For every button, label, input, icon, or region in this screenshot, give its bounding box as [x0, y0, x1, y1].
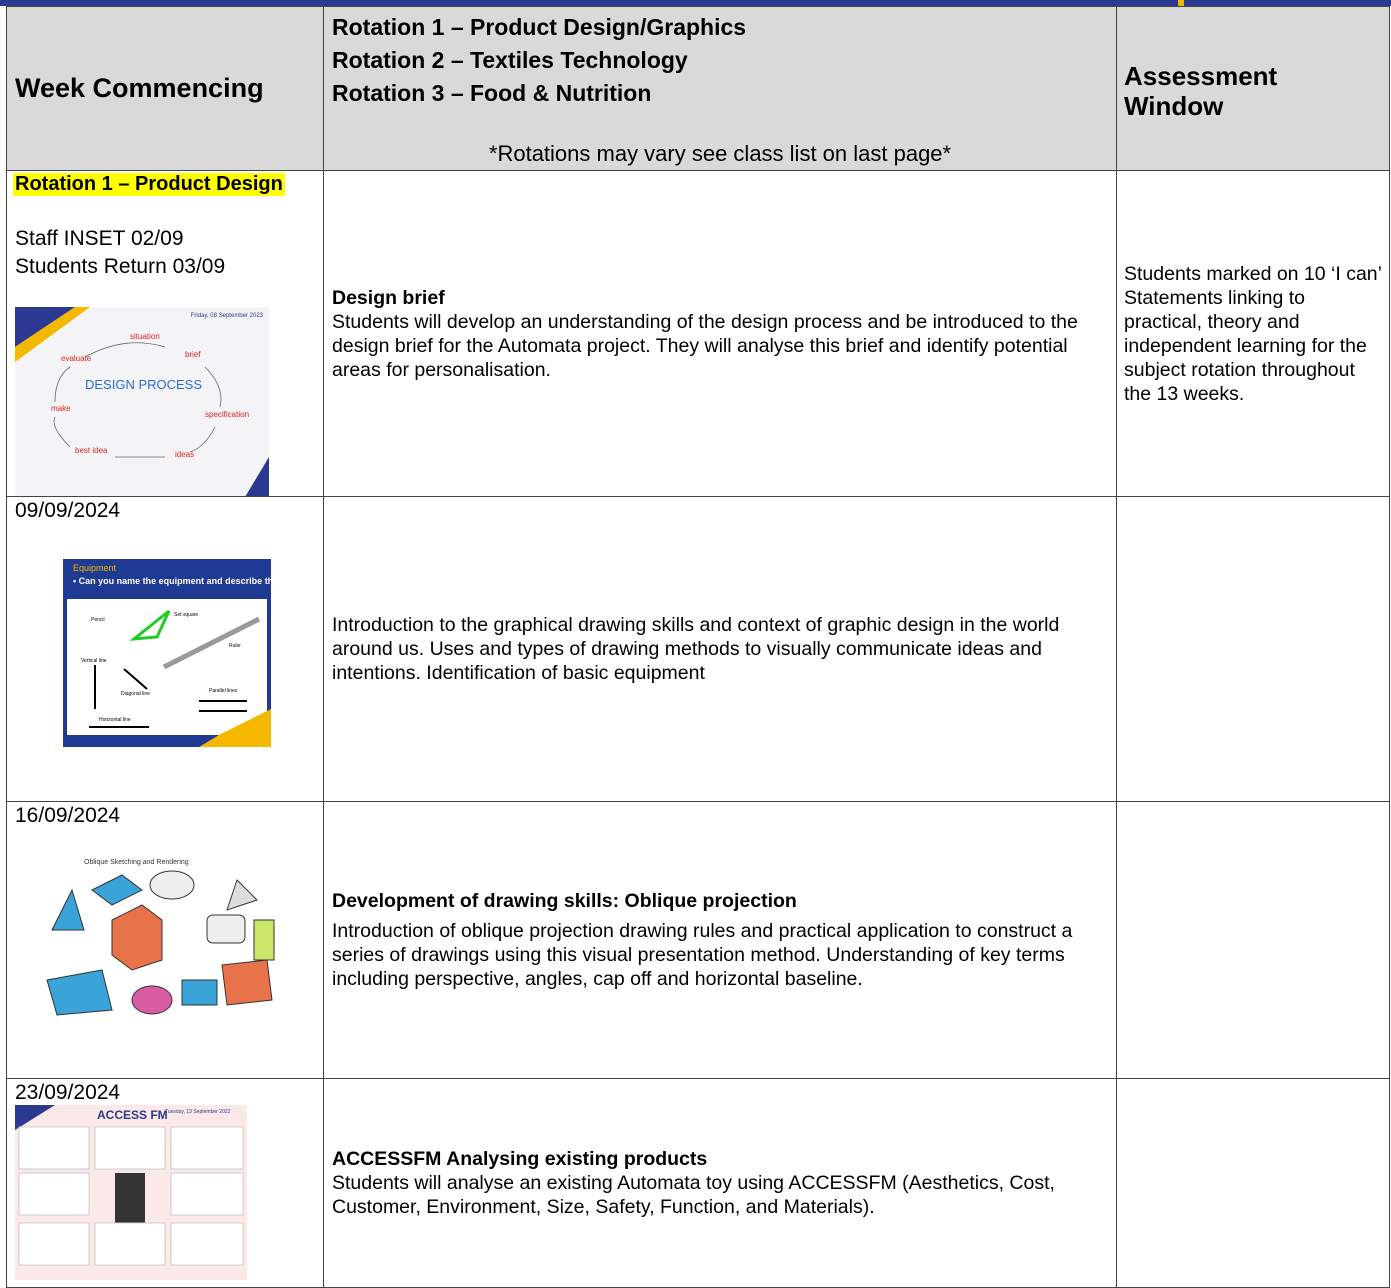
thumb-question: • Can you name the equipment and describ… — [73, 576, 271, 586]
thumb-label: Parallel lines — [209, 688, 238, 694]
rotation: Rotation 1 – Product Design/Graphics — [332, 14, 747, 40]
top-bar — [0, 0, 1391, 6]
content-description: Students will develop an understanding o… — [332, 310, 1078, 381]
thumb-label: Horizontal line — [99, 717, 131, 723]
thumbnail: Oblique Sketching and Rendering — [22, 850, 286, 1045]
thumb-label: best idea — [75, 446, 108, 455]
thumb-label: brief — [185, 350, 201, 359]
week-line: Staff INSET 02/09 — [15, 227, 184, 250]
thumb-label: Pencil — [91, 617, 105, 623]
content-title: Development of drawing skills: Oblique p… — [332, 890, 797, 912]
thumb-title: DESIGN PROCESS — [85, 377, 202, 392]
thumb-label: Vertical line — [81, 658, 107, 664]
week-line: 09/09/2024 — [15, 499, 121, 522]
header-week: Week Commencing — [15, 73, 264, 103]
content-title: ACCESSFM Analysing existing products — [332, 1148, 708, 1170]
week-cell: 09/09/2024 Equipment • Can you name the … — [6, 496, 324, 802]
top-bar-accent — [1178, 0, 1184, 6]
week-cell: 23/09/2024 ACCESS FM Tuesday, 13 Septemb… — [6, 1078, 324, 1288]
assessment-text: Students marked on 10 ‘I can’ Statements… — [1124, 262, 1382, 405]
content-cell: Introduction to the graphical drawing sk… — [323, 496, 1117, 802]
thumb-title: Equipment — [73, 563, 117, 573]
thumb-label: Diagonal line — [121, 691, 150, 697]
header-rotation-cell: Rotation 1 – Product Design/Graphics Rot… — [323, 6, 1117, 171]
thumb-title: ACCESS FM — [97, 1108, 168, 1122]
thumb-label: Set square — [174, 612, 198, 618]
assessment-cell — [1116, 801, 1390, 1079]
content-cell: Development of drawing skills: Oblique p… — [323, 801, 1117, 1079]
week-line: 16/09/2024 — [15, 804, 121, 827]
week-line: Students Return 03/09 — [15, 255, 226, 278]
content-cell: ACCESSFM Analysing existing products Stu… — [323, 1078, 1117, 1288]
content-description: Introduction of oblique projection drawi… — [332, 920, 1073, 990]
rotation-label: Rotation 1 – Product Design — [13, 173, 285, 196]
assessment-cell — [1116, 1078, 1390, 1288]
assessment-cell — [1116, 496, 1390, 802]
rotation: Rotation 3 – Food & Nutrition — [332, 80, 652, 106]
thumbnail: Friday, 08 September 2023 DESIGN PROCESS… — [15, 307, 269, 497]
thumb-label: specification — [205, 410, 249, 419]
content-cell: Design brief Students will develop an un… — [323, 170, 1117, 497]
week-cell: Rotation 1 – Product Design Staff INSET … — [6, 170, 324, 497]
content-title: Design brief — [332, 286, 445, 309]
thumbnail: Equipment • Can you name the equipment a… — [19, 559, 271, 747]
thumb-date: Friday, 08 September 2023 — [191, 313, 264, 319]
week-line: 23/09/2024 — [15, 1081, 121, 1104]
header-assessment: Assessment Window — [1124, 61, 1278, 121]
thumb-label: evaluate — [61, 354, 92, 363]
thumbnail: ACCESS FM Tuesday, 13 September 2022 — [15, 1105, 247, 1280]
header-assessment-cell: Assessment Window — [1116, 6, 1390, 171]
week-cell: 16/09/2024 Oblique Sketching and Renderi… — [6, 801, 324, 1079]
assessment-cell: Students marked on 10 ‘I can’ Statements… — [1116, 170, 1390, 497]
content-description: Introduction to the graphical drawing sk… — [332, 614, 1060, 684]
rotation: Rotation 2 – Textiles Technology — [332, 47, 688, 73]
header-week-cell: Week Commencing — [6, 6, 324, 171]
rotation-list: Rotation 1 – Product Design/Graphics Rot… — [332, 11, 746, 110]
thumb-label: ideas — [175, 450, 194, 459]
content-description: Students will analyse an existing Automa… — [332, 1172, 1055, 1218]
thumb-date: Tuesday, 13 September 2022 — [165, 1109, 231, 1115]
thumb-title: Oblique Sketching and Rendering — [84, 859, 189, 866]
thumb-label: make — [51, 404, 71, 413]
rotation-note: *Rotations may vary see class list on la… — [488, 141, 952, 166]
thumb-label: situation — [130, 332, 160, 341]
thumb-label: Ruler — [229, 643, 241, 649]
